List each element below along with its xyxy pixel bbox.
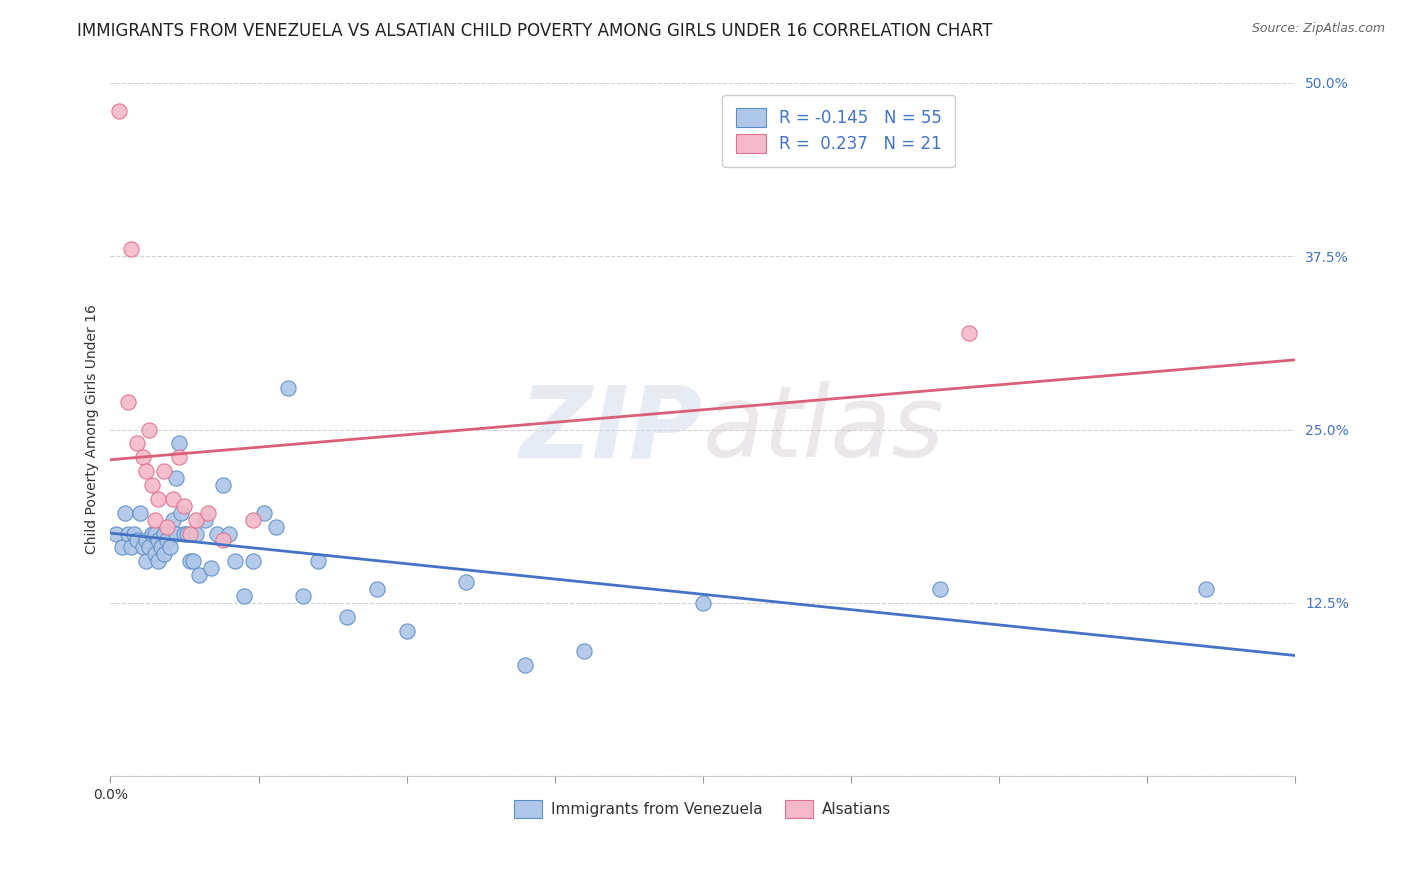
- Point: [162, 491, 184, 506]
- Point: [135, 533, 157, 548]
- Point: [218, 526, 240, 541]
- Point: [232, 589, 254, 603]
- Point: [120, 541, 142, 555]
- Point: [574, 644, 596, 658]
- Point: [114, 506, 136, 520]
- Point: [928, 582, 950, 596]
- Point: [143, 526, 166, 541]
- Point: [141, 526, 163, 541]
- Point: [132, 450, 155, 465]
- Point: [266, 519, 288, 533]
- Point: [159, 541, 181, 555]
- Point: [277, 381, 299, 395]
- Point: [307, 554, 329, 568]
- Point: [336, 609, 359, 624]
- Point: [167, 450, 190, 465]
- Text: ZIP: ZIP: [520, 381, 703, 478]
- Point: [186, 526, 208, 541]
- Point: [1195, 582, 1218, 596]
- Point: [212, 478, 235, 492]
- Text: atlas: atlas: [703, 381, 945, 478]
- Point: [692, 596, 714, 610]
- Point: [108, 103, 131, 118]
- Point: [125, 436, 148, 450]
- Text: Source: ZipAtlas.com: Source: ZipAtlas.com: [1251, 22, 1385, 36]
- Point: [167, 436, 190, 450]
- Point: [138, 541, 160, 555]
- Point: [165, 471, 187, 485]
- Point: [212, 533, 235, 548]
- Point: [156, 533, 179, 548]
- Legend: Immigrants from Venezuela, Alsatians: Immigrants from Venezuela, Alsatians: [508, 794, 897, 824]
- Point: [125, 533, 148, 548]
- Point: [395, 624, 418, 638]
- Point: [183, 554, 205, 568]
- Point: [156, 519, 179, 533]
- Point: [188, 568, 211, 582]
- Point: [129, 506, 152, 520]
- Text: IMMIGRANTS FROM VENEZUELA VS ALSATIAN CHILD POVERTY AMONG GIRLS UNDER 16 CORRELA: IMMIGRANTS FROM VENEZUELA VS ALSATIAN CH…: [77, 22, 993, 40]
- Point: [200, 561, 222, 575]
- Point: [146, 554, 169, 568]
- Point: [179, 526, 201, 541]
- Point: [291, 589, 314, 603]
- Point: [173, 499, 195, 513]
- Point: [143, 547, 166, 561]
- Point: [141, 478, 163, 492]
- Point: [152, 464, 174, 478]
- Point: [513, 658, 536, 673]
- Point: [170, 506, 193, 520]
- Point: [253, 506, 276, 520]
- Point: [143, 513, 166, 527]
- Point: [242, 513, 264, 527]
- Point: [454, 575, 477, 590]
- Point: [117, 394, 139, 409]
- Point: [111, 541, 134, 555]
- Point: [146, 491, 169, 506]
- Point: [242, 554, 264, 568]
- Point: [205, 526, 228, 541]
- Point: [162, 513, 184, 527]
- Point: [152, 547, 174, 561]
- Point: [135, 464, 157, 478]
- Point: [194, 513, 217, 527]
- Point: [186, 513, 208, 527]
- Point: [149, 541, 172, 555]
- Point: [135, 554, 157, 568]
- Y-axis label: Child Poverty Among Girls Under 16: Child Poverty Among Girls Under 16: [86, 305, 100, 555]
- Point: [120, 243, 142, 257]
- Point: [176, 526, 198, 541]
- Point: [132, 541, 155, 555]
- Point: [165, 526, 187, 541]
- Point: [173, 526, 195, 541]
- Point: [152, 526, 174, 541]
- Point: [117, 526, 139, 541]
- Point: [224, 554, 246, 568]
- Point: [146, 533, 169, 548]
- Point: [957, 326, 980, 340]
- Point: [179, 554, 201, 568]
- Point: [122, 526, 145, 541]
- Point: [105, 526, 128, 541]
- Point: [138, 423, 160, 437]
- Point: [366, 582, 388, 596]
- Point: [197, 506, 219, 520]
